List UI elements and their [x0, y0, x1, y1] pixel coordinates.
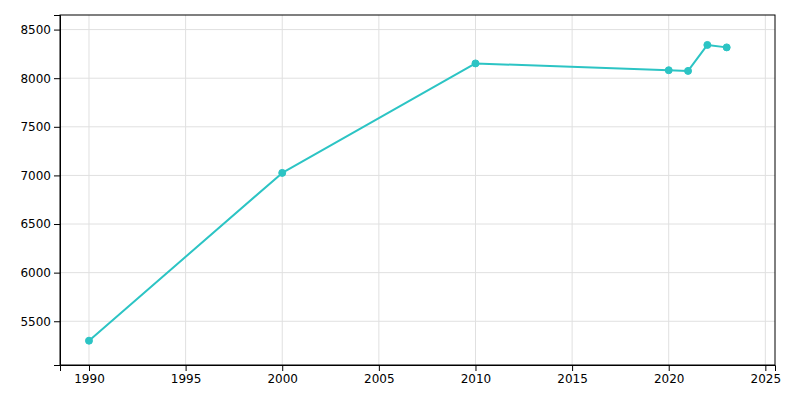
tick: 1990: [74, 365, 105, 386]
line: [89, 45, 727, 341]
tick-mark: [54, 30, 60, 31]
point: [472, 60, 479, 67]
tick: 8000: [20, 72, 60, 86]
marks: [85, 41, 730, 344]
tick-label: 2000: [267, 372, 298, 386]
tick-label: 2025: [751, 372, 782, 386]
grid-line: [378, 15, 379, 365]
grid-line: [475, 15, 476, 365]
tick-mark: [54, 273, 60, 274]
tick-mark: [282, 365, 283, 371]
tick-mark: [765, 365, 766, 371]
tick-label: 7500: [20, 120, 51, 134]
grid-line: [60, 126, 775, 127]
grid-line: [88, 15, 89, 365]
tick-label: 8500: [20, 23, 51, 37]
tick-label: 6500: [20, 217, 51, 231]
tick-label: 2005: [364, 372, 395, 386]
tick-label: 8000: [20, 72, 51, 86]
tick: 2025: [751, 365, 782, 386]
grid-line: [60, 78, 775, 79]
point: [723, 44, 730, 51]
point: [279, 169, 286, 176]
tick-mark: [54, 78, 60, 79]
tick: 2000: [267, 365, 298, 386]
grid-line: [282, 15, 283, 365]
grid: [60, 15, 775, 365]
tick-mark: [54, 321, 60, 322]
tick: 2005: [364, 365, 395, 386]
tick-label: 5500: [20, 315, 51, 329]
tick-label: 2020: [654, 372, 685, 386]
point: [685, 67, 692, 74]
tick: 2015: [557, 365, 588, 386]
tick: 6000: [20, 266, 60, 280]
tick-label: 7000: [20, 169, 51, 183]
tick: 6500: [20, 217, 60, 231]
chart: 1990 1995 2000 2005 2010 2015 2020 2025 5500 6000…: [0, 0, 800, 400]
tick-mark: [54, 224, 60, 225]
tick-label: 2015: [557, 372, 588, 386]
tick-mark: [572, 365, 573, 371]
tick: 2020: [654, 365, 685, 386]
grid-line: [60, 224, 775, 225]
y-axis: 5500 6000 6500 7000 7500 8000 8500: [20, 16, 60, 366]
tick-mark: [54, 175, 60, 176]
grid-line: [60, 175, 775, 176]
grid-line: [60, 29, 775, 30]
tick-mark: [186, 365, 187, 371]
tick: 2010: [461, 365, 492, 386]
grid-line: [185, 15, 186, 365]
tick-mark: [89, 365, 90, 371]
tick-mark: [54, 127, 60, 128]
tick-mark: [379, 365, 380, 371]
tick: 7000: [20, 169, 60, 183]
tick-mark: [669, 365, 670, 371]
tick-label: 2010: [461, 372, 492, 386]
tick-label: 1990: [74, 372, 105, 386]
point: [85, 337, 92, 344]
tick-mark: [475, 365, 476, 371]
axis-line: [61, 366, 776, 372]
chart-container: 1990 1995 2000 2005 2010 2015 2020 2025 5500 6000…: [0, 0, 800, 400]
plot-frame: [60, 15, 775, 365]
tick: 1995: [171, 365, 202, 386]
tick: 8500: [20, 23, 60, 37]
axis-line: [54, 16, 61, 366]
x-axis: 1990 1995 2000 2005 2010 2015 2020 2025: [61, 365, 782, 386]
tick: 5500: [20, 315, 60, 329]
grid-line: [765, 15, 766, 365]
tick-label: 6000: [20, 266, 51, 280]
point: [704, 41, 711, 48]
point: [665, 67, 672, 74]
grid-line: [60, 321, 775, 322]
tick: 7500: [20, 120, 60, 134]
tick-label: 1995: [171, 372, 202, 386]
